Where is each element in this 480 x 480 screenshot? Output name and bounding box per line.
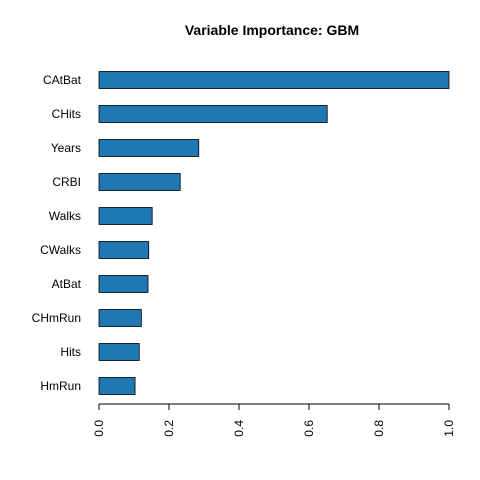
x-tick-label: 0.8 [372, 420, 386, 437]
bar-atbat [98, 275, 149, 293]
x-tick-label: 0.0 [92, 420, 106, 437]
category-label-hmrun: HmRun [40, 379, 81, 393]
chart-title: Variable Importance: GBM [185, 22, 359, 38]
bar-hmrun [98, 377, 136, 395]
bar-cwalks [98, 241, 150, 259]
category-label-years: Years [51, 141, 81, 155]
bar-walks [98, 207, 153, 225]
x-tick-label: 0.4 [232, 420, 246, 437]
bar-catbat [98, 71, 450, 89]
bar-chmrun [98, 309, 142, 327]
category-label-catbat: CAtBat [43, 73, 82, 87]
category-label-crbi: CRBI [52, 175, 81, 189]
bar-hits [98, 343, 140, 361]
category-label-cwalks: CWalks [40, 243, 81, 257]
category-label-walks: Walks [49, 209, 81, 223]
bar-chits [98, 105, 328, 123]
x-tick-label: 1.0 [442, 420, 456, 437]
bar-years [98, 139, 200, 157]
category-labels: CAtBat CHits Years CRBI Walks CWalks AtBat CHmR… [32, 73, 82, 393]
x-tick-label: 0.6 [302, 420, 316, 437]
bars-group [98, 71, 450, 395]
x-axis: 0.0 0.2 0.4 0.6 0.8 1.0 [92, 403, 456, 437]
category-label-atbat: AtBat [52, 277, 82, 291]
category-label-chits: CHits [52, 107, 81, 121]
category-label-chmrun: CHmRun [32, 311, 81, 325]
category-label-hits: Hits [60, 345, 81, 359]
bar-crbi [98, 173, 181, 191]
x-tick-label: 0.2 [162, 420, 176, 437]
